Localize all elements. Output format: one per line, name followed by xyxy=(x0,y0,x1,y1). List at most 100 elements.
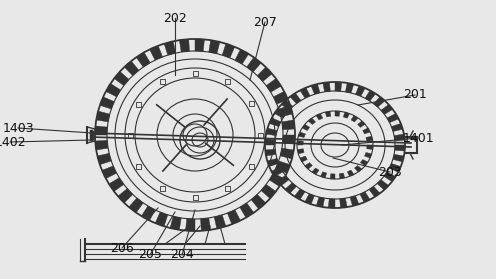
Polygon shape xyxy=(269,118,281,127)
Polygon shape xyxy=(95,140,108,150)
Polygon shape xyxy=(381,105,393,114)
Polygon shape xyxy=(300,88,310,98)
Polygon shape xyxy=(373,97,385,107)
Polygon shape xyxy=(164,41,176,55)
Polygon shape xyxy=(305,194,314,204)
Polygon shape xyxy=(180,39,189,52)
Polygon shape xyxy=(109,178,124,191)
Polygon shape xyxy=(389,163,401,172)
Polygon shape xyxy=(265,139,275,145)
Polygon shape xyxy=(155,212,168,226)
Polygon shape xyxy=(320,172,327,178)
Polygon shape xyxy=(297,149,304,154)
Polygon shape xyxy=(294,189,305,199)
Polygon shape xyxy=(325,111,331,117)
Polygon shape xyxy=(271,167,283,177)
Polygon shape xyxy=(367,145,373,150)
Polygon shape xyxy=(118,189,133,203)
Polygon shape xyxy=(393,154,404,162)
Polygon shape xyxy=(363,128,370,134)
Text: 1402: 1402 xyxy=(0,136,26,148)
Polygon shape xyxy=(355,165,362,172)
Polygon shape xyxy=(269,173,284,186)
Text: 205: 205 xyxy=(138,249,162,261)
Bar xyxy=(160,79,165,84)
Polygon shape xyxy=(136,52,150,67)
Polygon shape xyxy=(282,120,295,130)
Polygon shape xyxy=(356,86,365,96)
Polygon shape xyxy=(395,145,405,151)
Bar xyxy=(225,79,230,84)
Polygon shape xyxy=(227,210,241,224)
Polygon shape xyxy=(343,112,350,118)
Polygon shape xyxy=(266,128,277,136)
Text: 203: 203 xyxy=(378,165,402,179)
Polygon shape xyxy=(273,92,288,104)
Polygon shape xyxy=(95,126,108,135)
Polygon shape xyxy=(129,198,143,213)
Polygon shape xyxy=(274,109,286,118)
Bar xyxy=(257,133,262,138)
Polygon shape xyxy=(96,111,110,122)
Polygon shape xyxy=(170,216,181,230)
Polygon shape xyxy=(200,218,211,231)
Text: 1401: 1401 xyxy=(402,131,434,145)
Polygon shape xyxy=(365,90,375,101)
Polygon shape xyxy=(384,172,396,182)
Polygon shape xyxy=(330,174,335,179)
Polygon shape xyxy=(247,57,261,72)
Polygon shape xyxy=(261,184,276,198)
Bar xyxy=(160,186,165,191)
Bar xyxy=(225,186,230,191)
Polygon shape xyxy=(240,203,254,218)
Polygon shape xyxy=(387,114,399,122)
Polygon shape xyxy=(323,82,330,92)
Polygon shape xyxy=(277,175,289,186)
Polygon shape xyxy=(335,111,340,116)
Polygon shape xyxy=(267,158,279,167)
Polygon shape xyxy=(141,206,155,220)
Polygon shape xyxy=(311,84,320,94)
Polygon shape xyxy=(300,156,308,162)
Polygon shape xyxy=(114,71,129,86)
Polygon shape xyxy=(283,135,295,144)
Text: 204: 204 xyxy=(170,249,194,261)
Polygon shape xyxy=(350,196,359,206)
Polygon shape xyxy=(391,123,403,131)
Polygon shape xyxy=(298,132,306,138)
Polygon shape xyxy=(265,149,276,156)
Polygon shape xyxy=(351,116,358,122)
Polygon shape xyxy=(335,82,342,91)
Polygon shape xyxy=(100,97,114,109)
Polygon shape xyxy=(369,186,380,197)
Polygon shape xyxy=(251,194,266,209)
Polygon shape xyxy=(316,197,324,207)
Polygon shape xyxy=(186,219,195,231)
Polygon shape xyxy=(365,153,372,158)
Polygon shape xyxy=(316,114,323,120)
Polygon shape xyxy=(347,170,354,176)
Polygon shape xyxy=(360,192,370,202)
Bar xyxy=(192,194,197,199)
Polygon shape xyxy=(214,215,226,229)
Polygon shape xyxy=(377,180,389,190)
Polygon shape xyxy=(302,124,310,131)
Bar xyxy=(127,133,132,138)
Text: 206: 206 xyxy=(110,242,134,254)
Polygon shape xyxy=(285,183,297,193)
Polygon shape xyxy=(97,153,111,165)
Polygon shape xyxy=(290,93,301,104)
Polygon shape xyxy=(308,118,315,124)
Polygon shape xyxy=(195,39,204,51)
Polygon shape xyxy=(366,136,372,141)
Text: 207: 207 xyxy=(253,16,277,28)
Polygon shape xyxy=(312,168,319,174)
Polygon shape xyxy=(235,49,248,64)
Polygon shape xyxy=(276,161,290,173)
Polygon shape xyxy=(281,100,293,110)
Polygon shape xyxy=(280,148,294,159)
Polygon shape xyxy=(102,166,117,179)
Polygon shape xyxy=(339,173,345,179)
Text: 201: 201 xyxy=(403,88,427,102)
Bar xyxy=(249,163,254,169)
